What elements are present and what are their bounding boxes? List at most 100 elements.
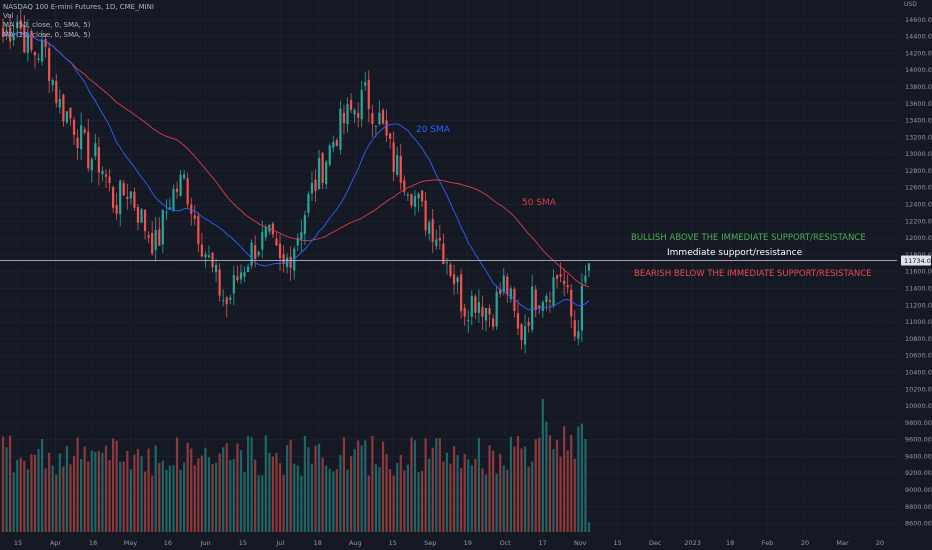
candle-body[interactable] [1,27,5,37]
candle-body[interactable] [460,274,463,312]
candle-body[interactable] [325,161,328,185]
candle-body[interactable] [303,215,306,234]
candle-body[interactable] [190,204,193,214]
candle-body[interactable] [435,239,438,247]
candle-body[interactable] [442,243,445,265]
candle-body[interactable] [161,210,164,245]
candle-body[interactable] [456,277,459,283]
candle-body[interactable] [389,133,392,139]
candle-body[interactable] [314,179,317,191]
candle-body[interactable] [158,229,161,246]
candle-body[interactable] [119,180,122,215]
candle-body[interactable] [339,108,342,150]
candle-body[interactable] [335,140,338,146]
candle-body[interactable] [378,112,381,125]
candle-body[interactable] [246,266,250,273]
candle-body[interactable] [580,285,583,331]
candle-body[interactable] [286,257,289,267]
candles[interactable] [1,9,591,354]
candle-body[interactable] [222,300,225,302]
candle-body[interactable] [353,109,356,115]
candle-body[interactable] [477,302,481,314]
candle-body[interactable] [154,230,157,251]
candle-body[interactable] [538,305,541,309]
candle-body[interactable] [499,289,502,295]
candle-body[interactable] [371,113,374,125]
candle-body[interactable] [467,319,470,321]
candle-body[interactable] [19,19,22,29]
candle-body[interactable] [566,285,569,288]
candle-body[interactable] [282,254,285,264]
candle-body[interactable] [573,320,576,337]
candle-body[interactable] [37,58,40,60]
candle-body[interactable] [104,174,108,177]
candle-body[interactable] [492,318,495,327]
candle-body[interactable] [40,40,44,62]
candle-body[interactable] [183,174,186,179]
candle-body[interactable] [392,142,395,173]
candle-body[interactable] [16,22,19,29]
candle-body[interactable] [236,276,239,281]
candle-body[interactable] [321,153,324,183]
candle-body[interactable] [26,32,29,53]
candle-body[interactable] [250,242,253,266]
candle-body[interactable] [72,119,76,136]
candle-body[interactable] [481,306,484,317]
candle-body[interactable] [278,243,282,259]
candle-body[interactable] [520,324,523,341]
candle-body[interactable] [484,308,488,321]
candle-body[interactable] [367,79,370,110]
candle-body[interactable] [516,313,520,329]
candle-body[interactable] [357,112,360,118]
candle-body[interactable] [151,232,154,254]
candle-body[interactable] [364,82,367,86]
candle-body[interactable] [140,209,143,223]
candle-body[interactable] [207,255,211,258]
candle-body[interactable] [243,272,246,277]
candle-body[interactable] [83,129,86,133]
candle-body[interactable] [115,205,118,214]
candle-body[interactable] [129,191,132,199]
candle-body[interactable] [531,286,534,330]
candle-body[interactable] [307,194,310,213]
candle-body[interactable] [445,262,449,264]
candle-body[interactable] [55,80,58,104]
candle-body[interactable] [349,100,353,110]
candle-body[interactable] [126,196,129,199]
candle-body[interactable] [452,274,456,285]
candle-body[interactable] [97,146,100,173]
candle-body[interactable] [381,109,385,124]
candle-body[interactable] [87,131,90,169]
candle-body[interactable] [420,190,424,202]
candle-body[interactable] [172,188,175,212]
candle-body[interactable] [186,178,189,205]
ma20-indicator[interactable]: MA (20, close, 0, SMA, 5) [3,30,91,39]
candle-body[interactable] [438,237,441,241]
candle-body[interactable] [463,307,466,317]
candle-body[interactable] [300,232,303,240]
candle-body[interactable] [76,137,79,149]
candle-body[interactable] [264,226,267,238]
candle-body[interactable] [385,120,388,136]
candle-body[interactable] [111,187,115,208]
candle-body[interactable] [30,30,33,51]
candle-body[interactable] [506,276,509,295]
candle-body[interactable] [541,302,544,311]
candle-body[interactable] [428,222,431,234]
candle-body[interactable] [9,27,12,42]
candle-body[interactable] [431,219,434,243]
candle-body[interactable] [570,289,573,317]
candle-body[interactable] [346,104,349,125]
candle-body[interactable] [175,188,179,192]
candle-body[interactable] [342,112,346,124]
candle-body[interactable] [214,264,218,273]
candle-body[interactable] [396,155,399,176]
candle-body[interactable] [559,274,562,277]
candle-body[interactable] [229,297,232,300]
candle-body[interactable] [310,182,314,194]
candle-body[interactable] [197,215,200,245]
symbol-title[interactable]: NASDAQ 100 E-mini Futures, 1D, CME_MINI [3,3,154,11]
vol-indicator[interactable]: Vol [3,12,14,21]
candle-body[interactable] [360,89,363,120]
candle-body[interactable] [417,193,420,199]
